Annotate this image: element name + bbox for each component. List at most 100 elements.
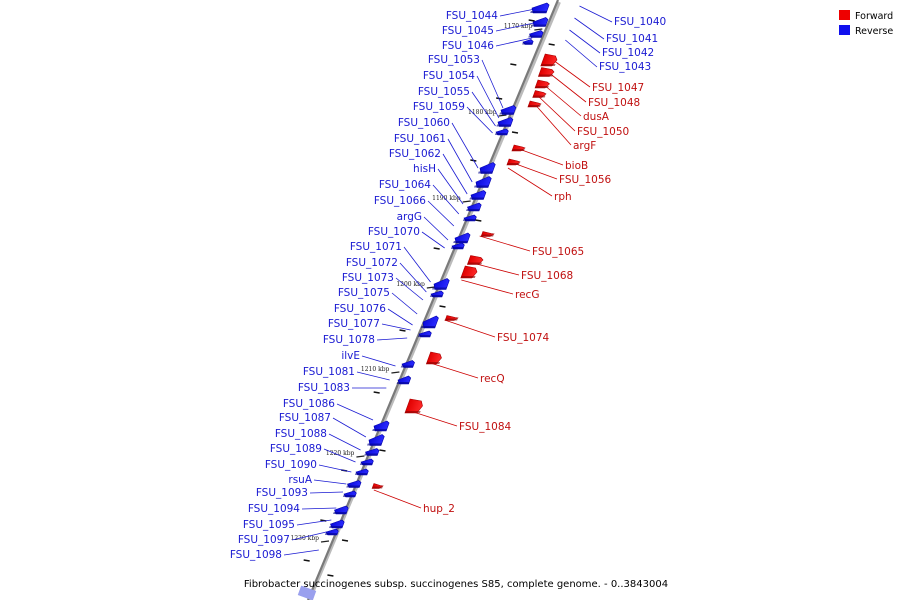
gene-label-fsu-1076[interactable]: FSU_1076: [334, 303, 386, 315]
reverse-gene-feature: [462, 214, 477, 222]
gene-label-rsua[interactable]: rsuA: [288, 474, 312, 486]
gene-leader-line: [421, 231, 445, 249]
reverse-gene-feature: [333, 505, 349, 515]
gene-label-fsu-1074[interactable]: FSU_1074: [497, 332, 549, 344]
gene-label-fsu-1060[interactable]: FSU_1060: [398, 117, 450, 129]
gene-label-fsu-1044[interactable]: FSU_1044: [446, 10, 498, 22]
forward-gene-feature: [511, 144, 526, 152]
gene-label-fsu-1070[interactable]: FSU_1070: [368, 226, 420, 238]
legend-reverse-swatch: [839, 25, 850, 35]
scale-tick-mark: [391, 371, 400, 374]
gene-label-fsu-1075[interactable]: FSU_1075: [338, 287, 390, 299]
scale-tick-mark: [462, 200, 471, 203]
gene-leader-line: [427, 361, 479, 379]
gene-leader-line: [313, 479, 347, 485]
gene-leader-line: [542, 83, 582, 117]
gene-label-fsu-1071[interactable]: FSU_1071: [350, 241, 402, 253]
gene-label-fsu-1095[interactable]: FSU_1095: [243, 519, 295, 531]
gene-label-fsu-1081[interactable]: FSU_1081: [303, 366, 355, 378]
gene-leader-line: [466, 106, 493, 134]
minor-feature-dash: [548, 43, 555, 46]
gene-leader-line: [309, 491, 344, 494]
gene-label-fsu-1098[interactable]: FSU_1098: [230, 549, 282, 561]
gene-label-argg[interactable]: argG: [397, 211, 422, 223]
gene-label-fsu-1047[interactable]: FSU_1047: [592, 82, 644, 94]
minor-feature-dash: [327, 574, 334, 577]
gene-label-fsu-1043[interactable]: FSU_1043: [599, 61, 651, 73]
scale-tick-mark: [320, 540, 330, 543]
gene-leader-line: [361, 355, 396, 367]
gene-label-fsu-1048[interactable]: FSU_1048: [588, 97, 640, 109]
scale-tick-mark: [534, 28, 543, 31]
reverse-gene-feature: [450, 242, 465, 250]
gene-label-fsu-1055[interactable]: FSU_1055: [418, 86, 470, 98]
reverse-gene-feature: [431, 278, 450, 290]
gene-label-fsu-1086[interactable]: FSU_1086: [283, 398, 335, 410]
gene-label-fsu-1084[interactable]: FSU_1084: [459, 421, 511, 433]
gene-label-recq[interactable]: recQ: [480, 373, 505, 385]
gene-leader-line: [332, 417, 367, 438]
reverse-gene-feature: [359, 458, 374, 466]
reverse-gene-feature: [342, 490, 357, 498]
gene-label-fsu-1089[interactable]: FSU_1089: [270, 443, 322, 455]
reverse-gene-feature: [469, 190, 487, 200]
gene-label-fsu-1073[interactable]: FSU_1073: [342, 272, 394, 284]
gene-label-fsu-1072[interactable]: FSU_1072: [346, 257, 398, 269]
gene-label-hish[interactable]: hisH: [413, 163, 436, 175]
forward-gene-feature: [534, 79, 550, 89]
gene-label-fsu-1041[interactable]: FSU_1041: [606, 33, 658, 45]
gene-label-argf[interactable]: argF: [573, 140, 596, 152]
gene-label-fsu-1088[interactable]: FSU_1088: [275, 428, 327, 440]
gene-leader-line: [461, 279, 514, 295]
gene-leader-line: [301, 507, 337, 510]
gene-label-fsu-1054[interactable]: FSU_1054: [423, 70, 475, 82]
forward-gene-feature: [404, 398, 423, 414]
gene-label-fsu-1066[interactable]: FSU_1066: [374, 195, 426, 207]
gene-label-ilve[interactable]: ilvE: [341, 350, 360, 362]
reverse-gene-feature: [528, 30, 544, 38]
gene-label-fsu-1087[interactable]: FSU_1087: [279, 412, 331, 424]
gene-label-fsu-1059[interactable]: FSU_1059: [413, 101, 465, 113]
gene-label-fsu-1065[interactable]: FSU_1065: [532, 246, 584, 258]
gene-label-fsu-1062[interactable]: FSU_1062: [389, 148, 441, 160]
forward-gene-feature: [466, 255, 484, 265]
forward-gene-feature: [527, 100, 542, 108]
reverse-gene-feature: [372, 420, 390, 432]
gene-leader-line: [537, 95, 576, 132]
gene-label-fsu-1068[interactable]: FSU_1068: [521, 270, 573, 282]
minor-feature-dash: [510, 63, 517, 66]
gene-label-fsu-1053[interactable]: FSU_1053: [428, 54, 480, 66]
gene-label-dusa[interactable]: dusA: [583, 111, 610, 123]
gene-label-fsu-1093[interactable]: FSU_1093: [256, 487, 308, 499]
reverse-gene-feature: [522, 39, 534, 45]
gene-label-fsu-1077[interactable]: FSU_1077: [328, 318, 380, 330]
gene-label-fsu-1083[interactable]: FSU_1083: [298, 382, 350, 394]
reverse-gene-feature: [429, 290, 444, 298]
gene-label-fsu-1078[interactable]: FSU_1078: [323, 334, 375, 346]
gene-label-fsu-1064[interactable]: FSU_1064: [379, 179, 431, 191]
legend-forward-swatch: [839, 10, 850, 20]
reverse-gene-feature: [466, 202, 482, 212]
gene-features: [324, 2, 558, 536]
scale-tick-label: 1200 kbp: [396, 281, 425, 288]
gene-label-fsu-1061[interactable]: FSU_1061: [394, 133, 446, 145]
gene-label-fsu-1040[interactable]: FSU_1040: [614, 16, 666, 28]
gene-label-rph[interactable]: rph: [554, 191, 572, 203]
gene-label-biob[interactable]: bioB: [565, 160, 588, 172]
gene-label-hup-2[interactable]: hup_2: [423, 503, 455, 515]
gene-feature-partial: [297, 585, 317, 601]
gene-label-fsu-1056[interactable]: FSU_1056: [559, 174, 611, 186]
gene-leader-line: [552, 59, 591, 88]
gene-leader-line: [579, 5, 613, 23]
gene-label-fsu-1045[interactable]: FSU_1045: [442, 25, 494, 37]
gene-label-fsu-1094[interactable]: FSU_1094: [248, 503, 300, 515]
gene-label-fsu-1042[interactable]: FSU_1042: [602, 47, 654, 59]
forward-gene-feature: [371, 483, 384, 489]
minor-feature-dash: [341, 539, 349, 542]
gene-label-fsu-1050[interactable]: FSU_1050: [577, 126, 629, 138]
gene-label-fsu-1046[interactable]: FSU_1046: [442, 40, 494, 52]
gene-label-recg[interactable]: recG: [515, 289, 539, 301]
gene-label-fsu-1090[interactable]: FSU_1090: [265, 459, 317, 471]
gene-label-fsu-1097[interactable]: FSU_1097: [238, 534, 290, 546]
gene-leader-line: [432, 184, 460, 215]
